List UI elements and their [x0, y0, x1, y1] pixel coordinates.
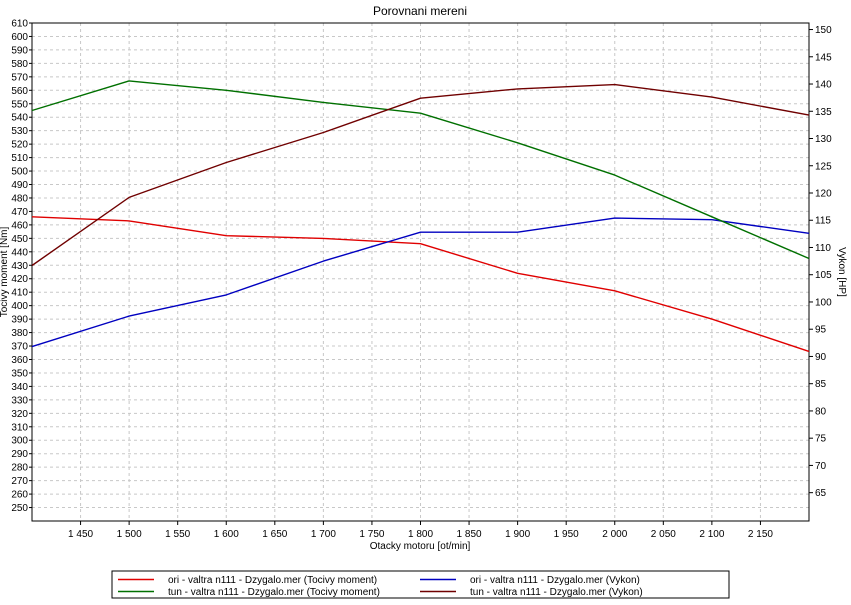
y-right-tick-label: 145	[815, 52, 832, 63]
y-left-tick-label: 590	[11, 45, 28, 56]
x-tick-label: 2 050	[651, 529, 676, 540]
y-left-tick-label: 600	[11, 32, 28, 43]
y-right-tick-label: 120	[815, 188, 832, 199]
y-left-tick-label: 390	[11, 315, 28, 326]
y-left-tick-label: 340	[11, 382, 28, 393]
y-right-tick-label: 115	[815, 216, 831, 227]
x-tick-label: 1 550	[165, 529, 190, 540]
y-left-tick-label: 270	[11, 476, 28, 487]
legend-label: tun - valtra n111 - Dzygalo.mer (Vykon)	[470, 587, 643, 598]
y-right-tick-label: 75	[815, 434, 827, 445]
y-left-tick-label: 420	[11, 274, 28, 285]
x-tick-label: 1 500	[117, 529, 142, 540]
series-line	[31, 217, 810, 348]
legend-label: ori - valtra n111 - Dzygalo.mer (Vykon)	[470, 575, 640, 586]
y-right-tick-label: 130	[815, 134, 832, 145]
y-left-tick-label: 540	[11, 113, 28, 124]
y-left-tick-label: 350	[11, 368, 28, 379]
y-left-tick-label: 550	[11, 99, 28, 110]
y-left-tick-label: 260	[11, 490, 28, 501]
y-right-axis-ticks: 65 70 75 80 85 90 95 100 105 110 115 120 125 130 135 14…	[809, 25, 832, 499]
x-tick-label: 1 650	[262, 529, 287, 540]
y-left-tick-label: 580	[11, 59, 28, 70]
series-line	[31, 80, 810, 260]
x-tick-label: 1 800	[408, 529, 433, 540]
legend-label: ori - valtra n111 - Dzygalo.mer (Tocivy …	[168, 575, 377, 586]
y-left-tick-label: 440	[11, 247, 28, 258]
y-left-tick-label: 250	[11, 503, 28, 514]
chart-title: Porovnani mereni	[373, 4, 467, 18]
x-tick-label: 1 850	[457, 529, 482, 540]
x-tick-label: 1 750	[359, 529, 384, 540]
y-right-tick-label: 140	[815, 80, 832, 91]
x-tick-label: 2 100	[699, 529, 724, 540]
y-right-tick-label: 135	[815, 107, 832, 118]
legend-label: tun - valtra n111 - Dzygalo.mer (Tocivy …	[168, 587, 380, 598]
y-right-tick-label: 95	[815, 325, 827, 336]
x-tick-label: 1 950	[554, 529, 579, 540]
y-right-axis-title: Vykon [HP]	[836, 247, 847, 297]
legend: ori - valtra n111 - Dzygalo.mer (Tocivy …	[111, 570, 730, 599]
y-left-tick-label: 320	[11, 409, 28, 420]
x-axis-ticks: 1 450 1 500 1 550 1 600 1 650 1 700 1 750 1 800…	[68, 521, 773, 540]
y-left-tick-label: 430	[11, 261, 28, 272]
y-left-tick-label: 290	[11, 449, 28, 460]
y-left-tick-label: 330	[11, 395, 28, 406]
y-left-tick-label: 360	[11, 355, 28, 366]
y-right-tick-label: 90	[815, 352, 827, 363]
y-left-tick-label: 370	[11, 342, 28, 353]
x-tick-label: 2 150	[748, 529, 773, 540]
y-left-tick-label: 470	[11, 207, 28, 218]
y-left-tick-label: 480	[11, 193, 28, 204]
series-line	[31, 83, 810, 267]
legend-entries: ori - valtra n111 - Dzygalo.mer (Tocivy …	[118, 575, 643, 598]
y-right-tick-label: 80	[815, 406, 827, 417]
y-right-tick-label: 125	[815, 161, 832, 172]
y-left-tick-label: 560	[11, 86, 28, 97]
y-left-tick-label: 310	[11, 422, 28, 433]
y-left-tick-label: 460	[11, 220, 28, 231]
y-left-tick-label: 490	[11, 180, 28, 191]
y-left-axis-title: Tocivy moment [Nm]	[0, 226, 10, 317]
y-left-tick-label: 300	[11, 436, 28, 447]
legend-frame	[111, 570, 730, 599]
grid-lines	[32, 22, 809, 521]
y-left-tick-label: 570	[11, 72, 28, 83]
y-right-tick-label: 65	[815, 488, 827, 499]
y-right-tick-label: 110	[815, 243, 831, 254]
x-tick-label: 1 700	[311, 529, 336, 540]
y-left-tick-label: 610	[11, 19, 28, 30]
series-line	[31, 216, 810, 353]
y-left-tick-label: 530	[11, 126, 28, 137]
y-left-axis-ticks: 250 260 270 280 290 300 310 320 330 340 350 360 370 3…	[11, 19, 32, 514]
y-right-tick-label: 85	[815, 379, 827, 390]
x-tick-label: 2 000	[602, 529, 627, 540]
x-tick-label: 1 900	[505, 529, 530, 540]
y-right-tick-label: 105	[815, 270, 832, 281]
x-tick-label: 1 450	[68, 529, 93, 540]
y-left-tick-label: 410	[11, 288, 28, 299]
y-left-tick-label: 400	[11, 301, 28, 312]
y-left-tick-label: 510	[11, 153, 28, 164]
x-axis-title: Otacky motoru [ot/min]	[370, 541, 471, 552]
y-left-tick-label: 380	[11, 328, 28, 339]
x-tick-label: 1 600	[214, 529, 239, 540]
y-right-tick-label: 100	[815, 297, 832, 308]
y-left-tick-label: 450	[11, 234, 28, 245]
y-right-tick-label: 150	[815, 25, 832, 36]
y-left-tick-label: 280	[11, 463, 28, 474]
series-lines	[31, 80, 810, 353]
y-right-tick-label: 70	[815, 461, 827, 472]
y-left-tick-label: 520	[11, 140, 28, 151]
y-left-tick-label: 500	[11, 167, 28, 178]
